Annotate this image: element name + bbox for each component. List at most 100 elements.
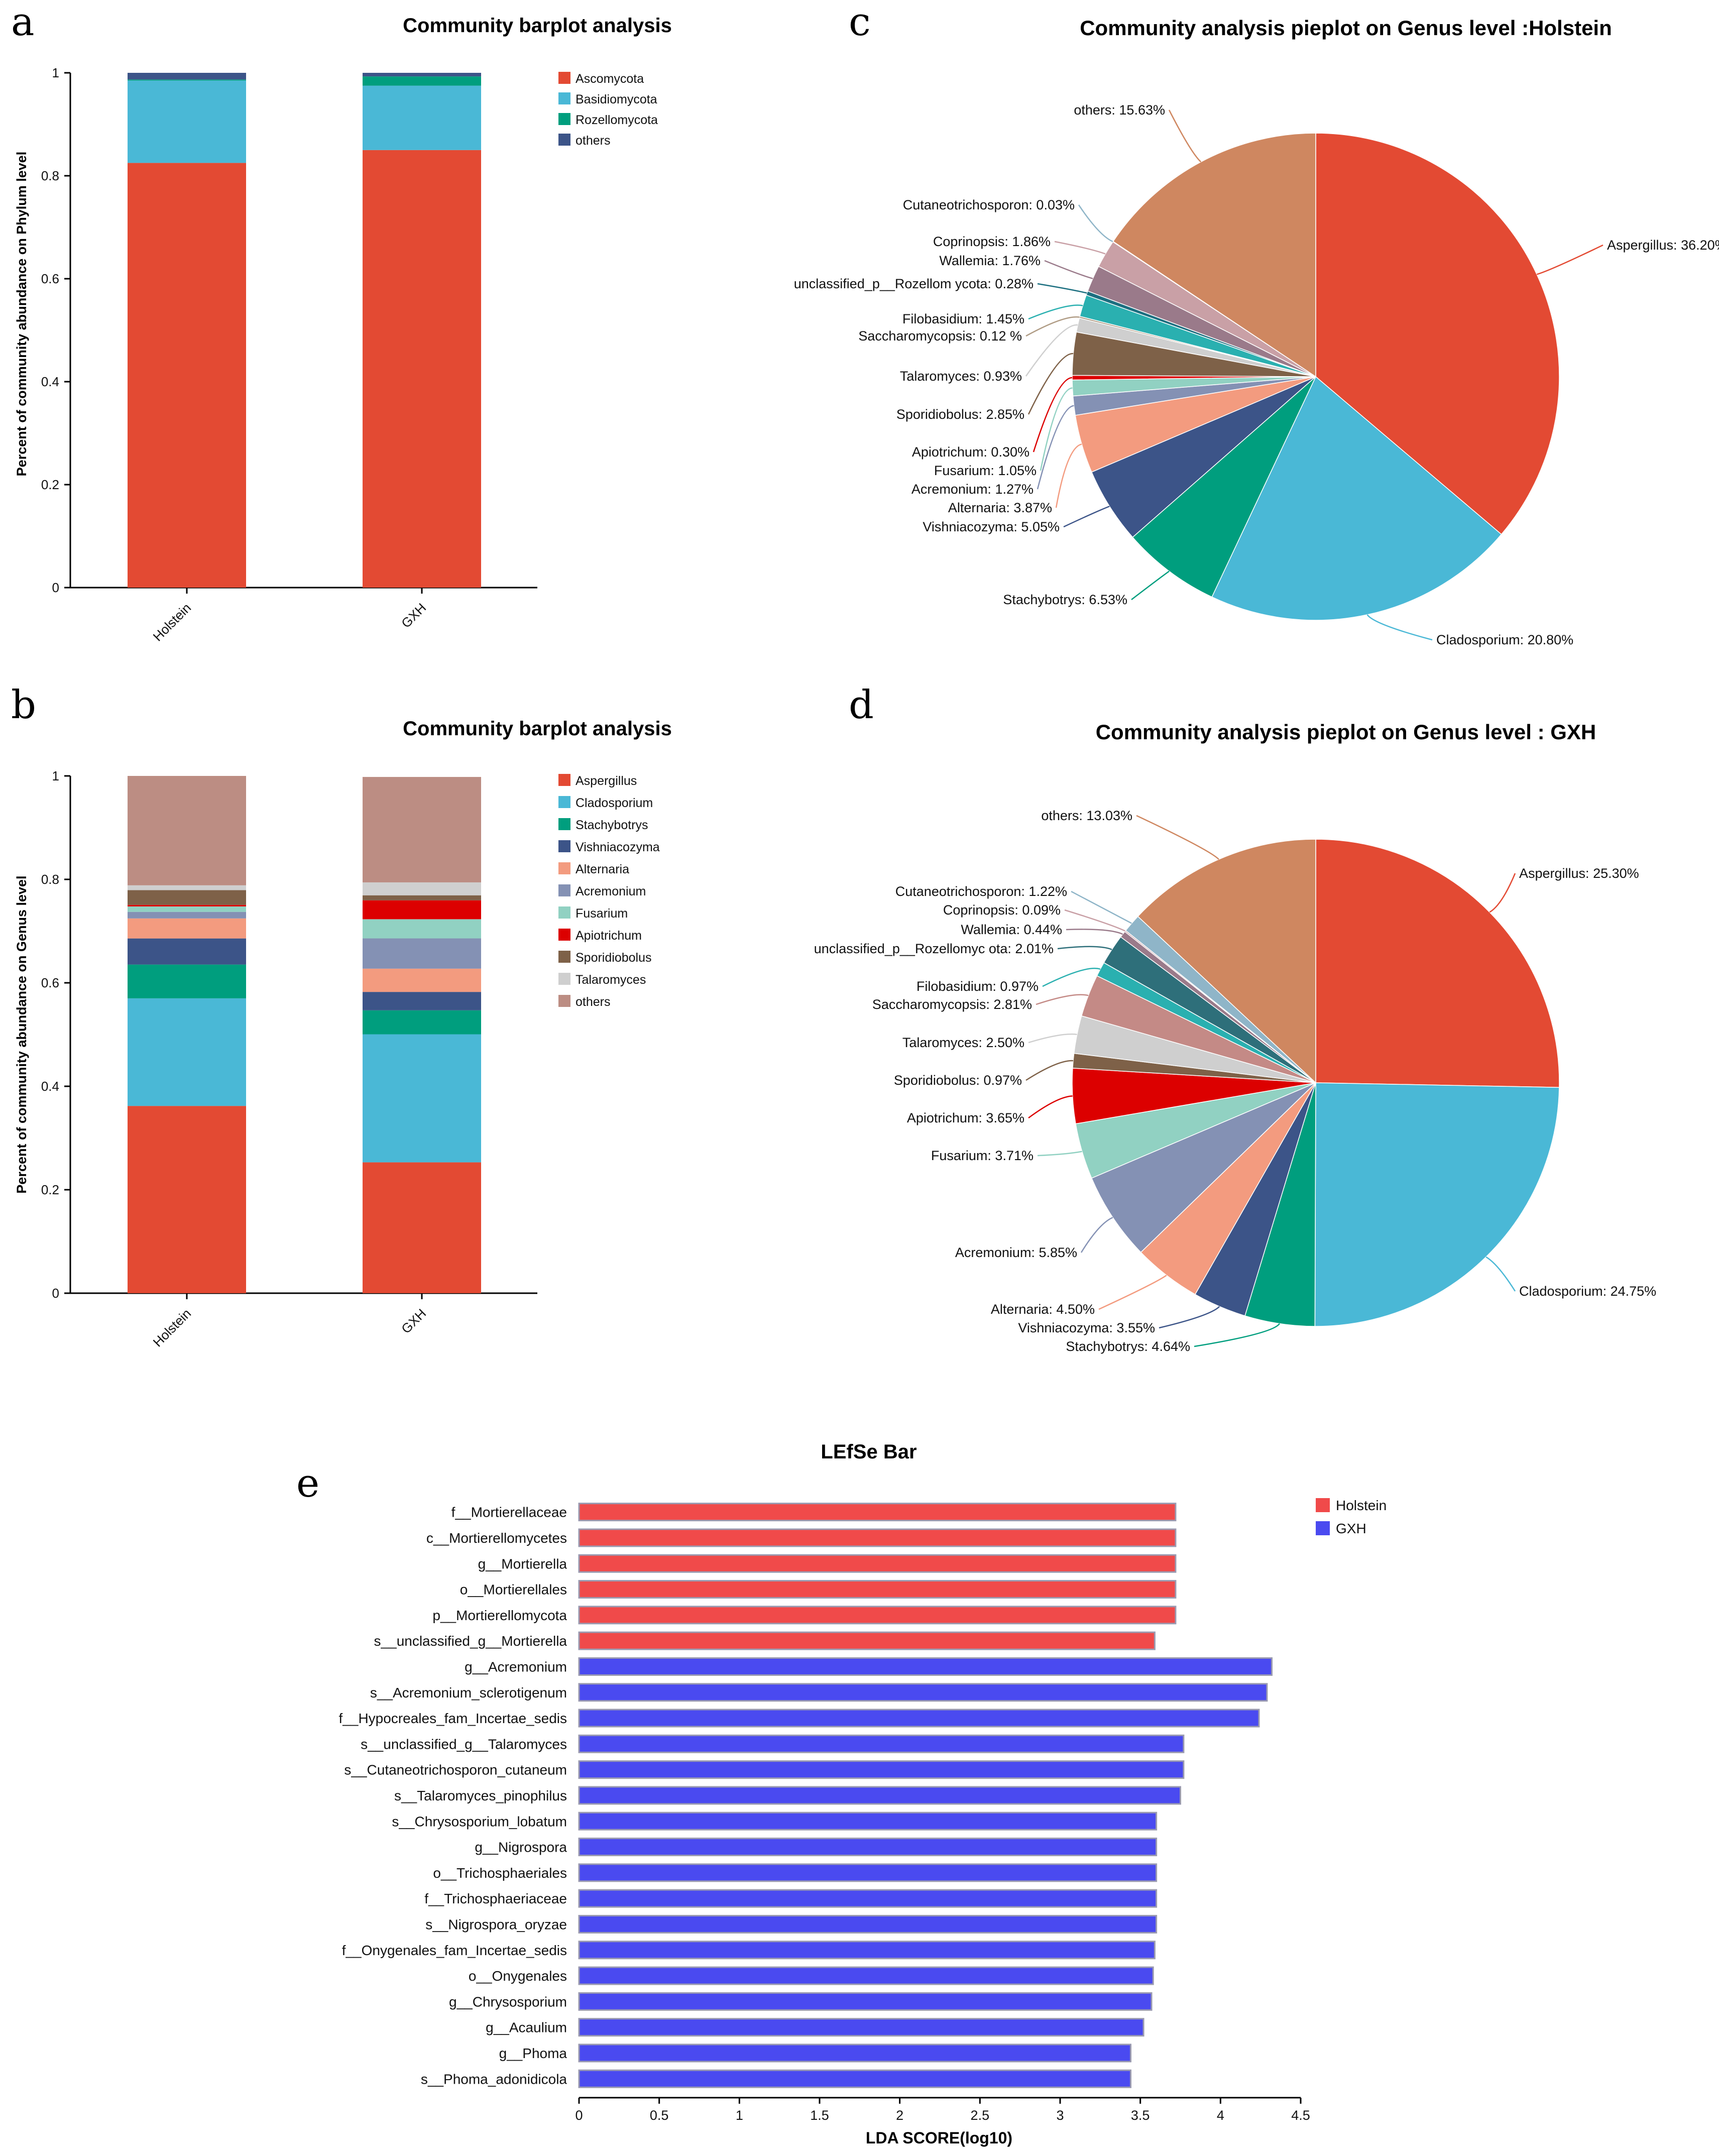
leader-line (1071, 890, 1132, 924)
bar-segment-vishniacozyma (128, 938, 246, 965)
panel-label-d: d (849, 683, 874, 728)
y-tick-label: 0.8 (41, 872, 59, 887)
leader-line (1025, 324, 1078, 377)
x-tick-label: 1.5 (810, 2108, 829, 2123)
leader-line (1040, 387, 1073, 471)
leader-line (1057, 946, 1112, 950)
lda-bar (578, 1657, 1273, 1676)
y-axis-label: Percent of community abundance on Phylum… (14, 152, 29, 477)
bar-segment-ascomycota (363, 150, 481, 588)
bar-segment-basidiomycota (128, 80, 246, 163)
lda-bar (578, 2044, 1132, 2063)
bar-segment-alternaria (363, 968, 481, 992)
y-tick-label: 0.4 (41, 1079, 59, 1094)
pie-slice (1091, 1082, 1316, 1253)
slice-label: Filobasidium: 1.45% (902, 311, 1024, 326)
x-tick-label: 3 (1056, 2108, 1064, 2123)
leader-line (1042, 967, 1101, 987)
slice-label: Alternaria: 3.87% (948, 500, 1052, 515)
y-tick-label: 0 (52, 580, 59, 595)
legend-swatch (1316, 1498, 1330, 1512)
bar-label: f__Trichosphaeriaceae (424, 1891, 567, 1906)
slice-label: Cladosporium: 24.75% (1519, 1284, 1656, 1299)
lda-bar (578, 2018, 1144, 2037)
slice-label: others: 15.63% (1074, 102, 1165, 118)
chart-title: Community analysis pieplot on Genus leve… (1096, 720, 1596, 744)
bar-segment-rozellomycota (363, 76, 481, 86)
legend-label: Ascomycota (576, 72, 644, 86)
chart-title: LEfSe Bar (821, 1441, 916, 1463)
x-tick-label: 0 (575, 2108, 583, 2123)
lda-bar (578, 1838, 1158, 1857)
leader-line (1098, 1275, 1167, 1310)
lda-bar (578, 1786, 1181, 1805)
bar-segment-vishniacozyma (363, 992, 481, 1010)
legend-swatch (558, 906, 570, 919)
legend-swatch (558, 818, 570, 830)
slice-label: Cladosporium: 20.80% (1436, 632, 1573, 647)
slice-label: Coprinopsis: 1.86% (933, 234, 1051, 249)
leader-line (1366, 614, 1433, 641)
x-tick-label: 3.5 (1131, 2108, 1150, 2123)
slice-label: Aspergillus: 25.30% (1519, 866, 1639, 881)
leader-line (1044, 260, 1093, 279)
lda-bar (578, 1914, 1158, 1934)
bar-label: s__Acremonium_sclerotigenum (370, 1685, 567, 1700)
leader-line (1055, 443, 1082, 508)
bar-segment-acremonium (128, 912, 246, 919)
legend-label: Talaromyces (576, 973, 646, 987)
y-tick-label: 0.4 (41, 374, 59, 389)
bar-segment-sporidiobolus (363, 895, 481, 900)
leader-line (1063, 505, 1110, 528)
bar-segment-aspergillus (128, 1106, 246, 1293)
bar-segment-sporidiobolus (128, 890, 246, 905)
slice-label: others: 13.03% (1041, 808, 1132, 823)
legend-swatch (1316, 1521, 1330, 1535)
bar-segment-ascomycota (128, 163, 246, 588)
y-tick-label: 1 (52, 768, 59, 783)
slice-label: Saccharomycopsis: 0.12 % (858, 328, 1022, 344)
pie-chart-holstein: Community analysis pieplot on Genus leve… (794, 16, 1719, 647)
legend-label: others (576, 995, 610, 1009)
x-tick-label: 4.5 (1291, 2108, 1310, 2123)
bar-segment-aspergillus (363, 1162, 481, 1293)
leader-line (1064, 909, 1126, 932)
leader-line (1054, 241, 1106, 255)
panel-label-e: e (296, 1461, 319, 1506)
legend-swatch (558, 951, 570, 963)
legend-swatch (558, 995, 570, 1007)
slice-label: Vishniacozyma: 3.55% (1018, 1320, 1155, 1335)
x-axis-label: LDA SCORE(log10) (866, 2129, 1012, 2147)
bar-label: s__Nigrospora_oryzae (425, 1916, 567, 1932)
leader-line (1033, 377, 1073, 452)
leader-line (1037, 1151, 1082, 1157)
slice-label: Sporidiobolus: 2.85% (896, 407, 1024, 422)
pie-slice (1091, 376, 1316, 538)
leader-line (1136, 815, 1219, 860)
slice-label: Stachybotrys: 6.53% (1003, 592, 1127, 607)
pie-slice (1112, 133, 1316, 378)
lda-bar (578, 1709, 1260, 1728)
slice-label: Cutaneotrichosporon: 1.22% (895, 884, 1067, 899)
panel-label-b: b (11, 683, 36, 728)
bar-segment-talaromyces (363, 882, 481, 895)
panel-label-c: c (849, 0, 871, 45)
legend-swatch (558, 840, 570, 852)
bar-segment-cladosporium (128, 998, 246, 1106)
legend-label: Apiotrichum (576, 929, 642, 943)
bar-label: s__Phoma_adonidicola (421, 2071, 567, 2087)
leader-line (1025, 316, 1080, 337)
lda-bar (578, 2069, 1132, 2088)
lefse-bar-chart: LEfSe Bar LDA SCORE(log10) f__Mortierell… (339, 1441, 1387, 2147)
slice-label: unclassified_p__Rozellomyc ota: 2.01% (814, 941, 1054, 956)
lda-bar (578, 1941, 1156, 1960)
legend-label: Basidiomycota (576, 92, 657, 106)
slice-label: Alternaria: 4.50% (991, 1302, 1095, 1317)
stacked-bar-chart-genus: Community barplot analysis Percent of co… (14, 718, 672, 1350)
lda-bar (578, 1528, 1177, 1547)
y-tick-label: 0.2 (41, 477, 59, 492)
slice-label: Saccharomycopsis: 2.81% (872, 997, 1032, 1012)
lda-bar (578, 1683, 1268, 1702)
bar-label: o__Mortierellales (460, 1582, 567, 1598)
legend-swatch (558, 72, 570, 84)
